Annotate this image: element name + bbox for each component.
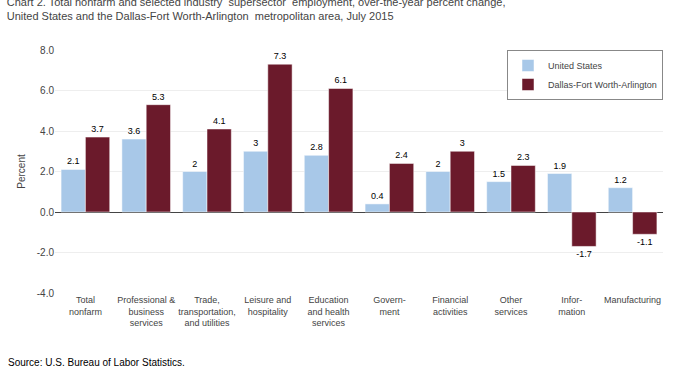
svg-text:0.0: 0.0 — [40, 207, 54, 218]
svg-text:Educationand healthservices: Educationand healthservices — [308, 295, 350, 328]
svg-text:2.0: 2.0 — [40, 166, 54, 177]
svg-text:Source: U.S. Bureau of Labor S: Source: U.S. Bureau of Labor Statistics. — [8, 357, 185, 368]
svg-text:3.6: 3.6 — [128, 126, 141, 136]
svg-text:8.0: 8.0 — [40, 45, 54, 56]
svg-text:Leisure andhospitality: Leisure andhospitality — [244, 295, 291, 317]
svg-text:Totalnonfarm: Totalnonfarm — [69, 295, 102, 317]
svg-text:3: 3 — [253, 138, 258, 148]
svg-text:5.3: 5.3 — [152, 92, 165, 102]
svg-text:Infor-mation: Infor-mation — [558, 295, 585, 317]
svg-text:6.1: 6.1 — [335, 75, 348, 85]
svg-text:7.3: 7.3 — [274, 51, 287, 61]
svg-text:6.0: 6.0 — [40, 85, 54, 96]
svg-text:2.1: 2.1 — [67, 156, 80, 166]
svg-text:4.1: 4.1 — [213, 116, 226, 126]
svg-text:Financialactivities: Financialactivities — [432, 295, 468, 317]
svg-text:-2.0: -2.0 — [37, 247, 55, 258]
svg-text:Percent: Percent — [16, 154, 27, 189]
svg-text:2.8: 2.8 — [310, 142, 323, 152]
svg-text:1.9: 1.9 — [553, 161, 566, 171]
svg-text:0.4: 0.4 — [371, 191, 384, 201]
svg-text:1.5: 1.5 — [493, 169, 506, 179]
svg-text:2.3: 2.3 — [517, 152, 530, 162]
svg-text:Otherservices: Otherservices — [494, 295, 528, 317]
svg-text:2: 2 — [192, 159, 197, 169]
svg-text:United States: United States — [548, 61, 603, 71]
svg-text:Govern-ment: Govern-ment — [373, 295, 406, 317]
svg-text:2: 2 — [436, 159, 441, 169]
svg-text:Chart 2. Total nonfarm and sel: Chart 2. Total nonfarm and selected indu… — [7, 0, 506, 22]
svg-text:-4.0: -4.0 — [37, 288, 55, 299]
svg-text:Dallas-Fort Worth-Arlington: Dallas-Fort Worth-Arlington — [548, 80, 657, 90]
svg-text:1.2: 1.2 — [614, 175, 627, 185]
svg-text:-1.1: -1.1 — [637, 237, 653, 247]
svg-text:Manufacturing: Manufacturing — [604, 295, 661, 305]
svg-text:Trade,transportation,and utili: Trade,transportation,and utilities — [178, 295, 236, 328]
svg-text:2.4: 2.4 — [395, 150, 408, 160]
svg-text:3: 3 — [460, 138, 465, 148]
svg-text:4.0: 4.0 — [40, 126, 54, 137]
svg-text:3.7: 3.7 — [91, 124, 104, 134]
svg-text:-1.7: -1.7 — [576, 249, 592, 259]
svg-text:Professional &businessservices: Professional &businessservices — [117, 295, 175, 328]
